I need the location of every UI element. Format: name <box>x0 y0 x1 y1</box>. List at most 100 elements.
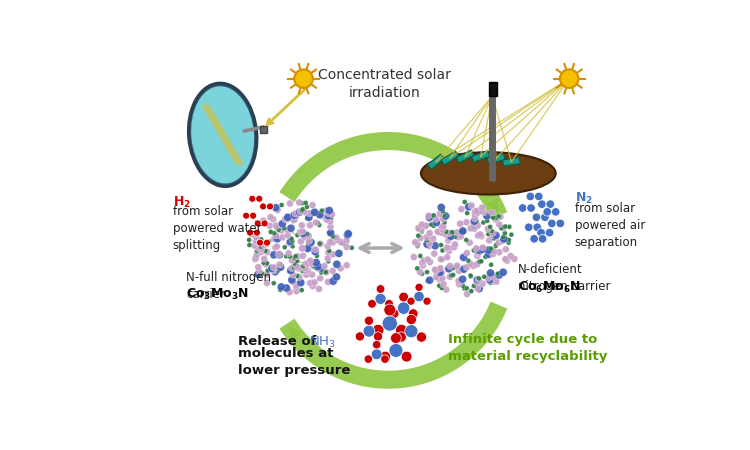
Polygon shape <box>456 150 474 163</box>
Circle shape <box>275 268 280 273</box>
Circle shape <box>292 255 297 260</box>
Circle shape <box>436 268 444 276</box>
Ellipse shape <box>421 152 556 194</box>
Circle shape <box>425 212 432 219</box>
Circle shape <box>344 231 352 239</box>
Circle shape <box>496 221 502 228</box>
Text: N-deficient
nitrogen carrier: N-deficient nitrogen carrier <box>518 263 610 293</box>
Circle shape <box>460 253 467 261</box>
Circle shape <box>368 300 376 308</box>
Circle shape <box>266 222 273 229</box>
Circle shape <box>293 282 300 288</box>
Circle shape <box>451 243 458 251</box>
Circle shape <box>328 230 332 235</box>
Circle shape <box>344 262 350 269</box>
Circle shape <box>440 248 445 253</box>
Circle shape <box>298 245 305 252</box>
Circle shape <box>506 238 512 243</box>
Circle shape <box>427 259 433 266</box>
Circle shape <box>247 229 254 236</box>
Circle shape <box>503 257 511 264</box>
Circle shape <box>470 262 477 270</box>
Circle shape <box>500 237 506 242</box>
Circle shape <box>556 219 565 228</box>
Circle shape <box>375 293 386 304</box>
Circle shape <box>437 256 445 263</box>
Circle shape <box>506 240 511 245</box>
Circle shape <box>310 208 319 216</box>
Text: $\mathbf{Co_6Mo_6N}$: $\mathbf{Co_6Mo_6N}$ <box>518 280 580 296</box>
Circle shape <box>419 229 424 234</box>
Circle shape <box>415 225 422 231</box>
Circle shape <box>295 265 302 272</box>
Circle shape <box>327 223 334 230</box>
Circle shape <box>436 276 442 283</box>
Circle shape <box>308 260 315 266</box>
Circle shape <box>286 200 293 207</box>
Circle shape <box>465 203 472 211</box>
Circle shape <box>492 231 500 239</box>
Circle shape <box>426 276 433 284</box>
Circle shape <box>454 229 460 236</box>
Circle shape <box>437 229 444 236</box>
Circle shape <box>344 243 350 251</box>
Circle shape <box>292 266 297 270</box>
Circle shape <box>249 195 256 202</box>
Circle shape <box>340 241 345 246</box>
Circle shape <box>382 316 398 331</box>
Circle shape <box>272 281 276 286</box>
Circle shape <box>420 271 424 276</box>
Circle shape <box>251 242 258 249</box>
Circle shape <box>500 225 506 232</box>
Circle shape <box>305 213 313 221</box>
Circle shape <box>496 271 500 276</box>
Circle shape <box>503 246 509 253</box>
Circle shape <box>490 215 496 220</box>
Circle shape <box>275 251 283 258</box>
Circle shape <box>500 268 507 276</box>
Circle shape <box>270 264 278 271</box>
Circle shape <box>437 203 446 212</box>
Circle shape <box>297 279 304 287</box>
Polygon shape <box>503 158 520 166</box>
Circle shape <box>424 243 429 248</box>
Circle shape <box>395 324 407 336</box>
Circle shape <box>464 264 470 271</box>
Circle shape <box>331 234 335 239</box>
Circle shape <box>329 251 337 258</box>
Circle shape <box>458 230 464 234</box>
Circle shape <box>263 241 270 248</box>
Circle shape <box>460 284 466 288</box>
Circle shape <box>284 226 291 233</box>
Circle shape <box>551 207 560 216</box>
Circle shape <box>278 220 286 228</box>
Circle shape <box>459 227 466 235</box>
Circle shape <box>327 218 334 225</box>
Circle shape <box>290 211 298 219</box>
Circle shape <box>314 265 321 272</box>
Circle shape <box>475 250 482 257</box>
Circle shape <box>412 239 419 246</box>
Circle shape <box>264 271 271 278</box>
Circle shape <box>287 266 295 274</box>
Circle shape <box>308 279 315 286</box>
Circle shape <box>474 252 481 259</box>
Circle shape <box>381 355 389 363</box>
Circle shape <box>451 272 455 277</box>
Circle shape <box>256 267 262 274</box>
Circle shape <box>288 254 292 259</box>
Circle shape <box>418 226 424 233</box>
Circle shape <box>270 251 278 259</box>
Circle shape <box>254 220 261 227</box>
Circle shape <box>278 288 283 292</box>
Circle shape <box>416 227 421 232</box>
Circle shape <box>465 211 470 216</box>
Circle shape <box>300 207 305 211</box>
Circle shape <box>493 278 500 285</box>
Text: N-full nitrogen
carrier: N-full nitrogen carrier <box>187 271 272 301</box>
Circle shape <box>474 209 481 216</box>
Circle shape <box>316 285 322 292</box>
Circle shape <box>468 202 475 209</box>
Circle shape <box>307 222 314 229</box>
Circle shape <box>247 243 252 248</box>
